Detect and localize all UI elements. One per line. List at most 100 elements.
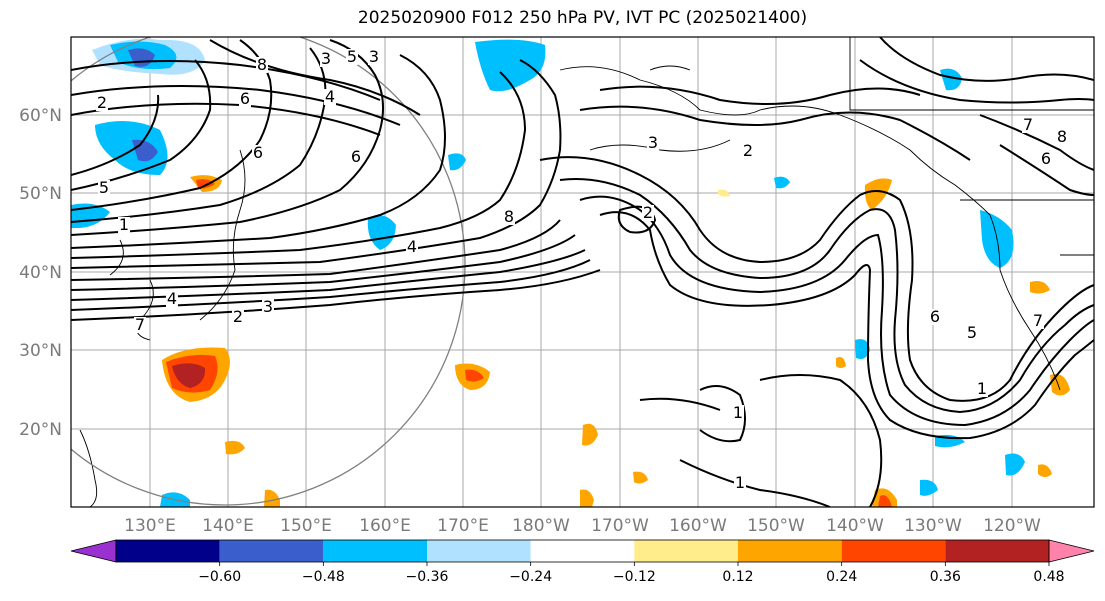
colorbar-tick-label: 0.24 [826,569,857,585]
contour-label-bg [406,239,418,255]
pv-positive-region [172,363,206,388]
colorbar-segment [738,540,842,562]
colorbar-segment [323,540,427,562]
longitude-label: 140°W [826,516,884,536]
pv-positive-region [836,357,846,368]
contour-label: 2 [233,307,243,326]
colorbar-segment [427,540,531,562]
contour-label: 8 [504,207,514,226]
colorbar-tick-label: −0.12 [613,569,656,585]
contour-label-bg [262,299,274,315]
contour-label-bg [118,217,130,233]
longitude-label: 160°E [359,516,411,536]
colorbar-tick-label: −0.48 [302,569,345,585]
contour-label-bg [350,149,362,165]
latitude-label: 50°N [19,184,62,204]
contour-label: 7 [1023,115,1033,134]
contour-label: 7 [135,315,145,334]
latitude-label: 40°N [19,263,62,283]
contour-label-bg [232,309,244,325]
pv-positive-region [1030,281,1050,294]
colorbar-tick-label: 0.36 [930,569,961,585]
longitude-label: 160°W [669,516,727,536]
pv-positive-region [878,495,892,507]
contour-label: 4 [325,87,335,106]
pv-positive-region [225,440,245,455]
longitude-label: 120°W [983,516,1041,536]
contour-labels: 265164327386421823567845311786 [96,47,1070,492]
pv-positive-region [1050,374,1070,396]
contour-label-bg [346,49,358,65]
pv-positive-region [465,369,484,382]
longitude-labels: 130°E 140°E 150°E 160°E 170°E 180°W 170°W 160°W… [124,516,1041,536]
contour-label: 6 [240,89,250,108]
contour-label-bg [966,325,978,341]
contour-label-bg [256,57,268,73]
contour-label: 3 [263,297,273,316]
contour-label: 6 [1041,149,1051,168]
longitude-label: 150°E [280,516,332,536]
contour-label-bg [647,135,659,151]
colorbar-segment [841,540,946,562]
range-circle [71,37,466,506]
contour-label-bg [642,205,654,221]
contour-label: 1 [977,379,987,398]
longitude-label: 170°W [591,516,649,536]
colorbar-segment [945,540,1049,562]
pv-negative-region [774,176,790,189]
latitude-label: 30°N [19,341,62,361]
pv-positive-region [264,489,280,507]
longitude-label: 170°E [437,516,489,536]
contour-label-bg [1032,313,1044,329]
contour-label-bg [324,89,336,105]
contour-label: 3 [648,133,658,152]
pv-positive-region [633,471,648,484]
pv-negative-region [920,479,938,496]
map-frame [70,36,1095,508]
ivt-contours [71,37,1094,507]
colorbar-extend-low [70,539,117,563]
pv-positive-region [582,423,598,446]
colorbar-segment [116,540,220,562]
contour-label: 4 [167,289,177,308]
contour-label: 6 [253,143,263,162]
colorbar-tick-label: 0.48 [1033,569,1064,585]
colorbar-tick-label: −0.36 [406,569,449,585]
contour-label-bg [98,180,110,196]
colorbar-tick-label: 0.12 [722,569,753,585]
contour-label: 1 [733,403,743,422]
pv-negative-region [1005,453,1025,476]
contour-label: 5 [99,178,109,197]
contour-label-bg [320,51,332,67]
pv-negative-region [855,339,870,359]
contour-label-bg [1056,129,1068,145]
colorbar-segment [530,540,635,562]
colorbar-extend-high [1048,539,1095,563]
colorbar-segment [219,540,324,562]
contour-label: 1 [119,215,129,234]
contour-label-bg [239,91,251,107]
pv-negative-region [448,153,466,171]
latitude-label: 60°N [19,106,62,126]
longitude-label: 140°E [202,516,254,536]
pv-negative-region [367,215,396,250]
contour-label: 3 [321,49,331,68]
contour-label: 4 [407,237,417,256]
contour-label-bg [734,475,746,491]
contour-label: 1 [735,473,745,492]
contour-label: 6 [351,147,361,166]
pv-positive-region [864,178,892,210]
contour-label-bg [134,317,146,333]
contour-label-bg [166,291,178,307]
pv-negative-region [940,68,962,91]
contour-label-bg [1022,117,1034,133]
longitude-label: 130°W [904,516,962,536]
pv-positive-region [718,189,730,197]
colorbar-tick-label: −0.60 [198,569,241,585]
colorbar-segment [634,540,738,562]
figure-title: 2025020900 F012 250 hPa PV, IVT PC (2025… [357,8,808,28]
gridlines [71,37,1094,507]
contour-label: 5 [967,323,977,342]
longitude-label: 180°W [512,516,570,536]
